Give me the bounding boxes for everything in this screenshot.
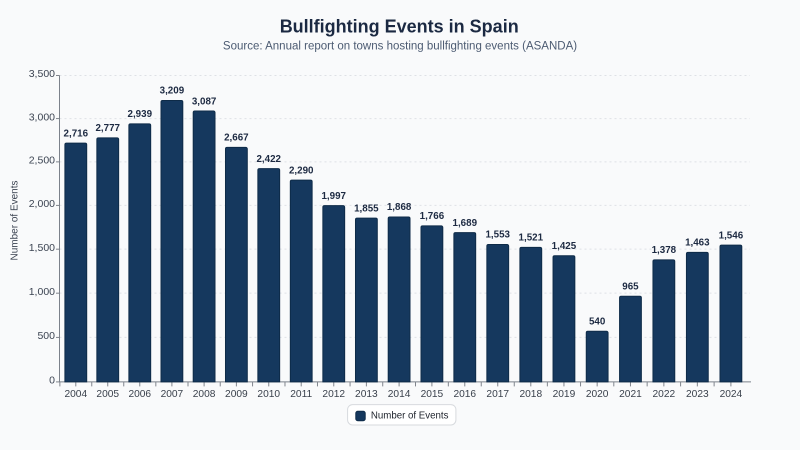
svg-text:2010: 2010 [257,389,280,400]
svg-text:2021: 2021 [619,389,642,400]
svg-text:2006: 2006 [128,389,151,400]
svg-text:2015: 2015 [421,389,444,400]
svg-text:1,997: 1,997 [321,191,346,202]
svg-text:2014: 2014 [388,389,411,400]
svg-text:Number of Events: Number of Events [371,410,449,421]
svg-text:2013: 2013 [355,389,378,400]
svg-text:2,777: 2,777 [95,123,120,134]
svg-text:2008: 2008 [193,389,216,400]
svg-text:1,463: 1,463 [685,238,710,249]
svg-text:1,500: 1,500 [29,242,55,254]
svg-text:1,378: 1,378 [652,245,677,256]
svg-text:2016: 2016 [453,389,476,400]
svg-text:1,868: 1,868 [387,202,412,213]
svg-text:2,939: 2,939 [128,109,153,120]
svg-text:1,546: 1,546 [719,230,744,241]
svg-text:3,500: 3,500 [29,68,55,80]
svg-text:Number of Events: Number of Events [9,180,20,260]
svg-text:1,855: 1,855 [354,203,379,214]
svg-text:2024: 2024 [720,389,743,400]
svg-text:2005: 2005 [96,389,119,400]
svg-text:2017: 2017 [486,389,509,400]
svg-text:3,209: 3,209 [160,86,185,97]
svg-text:500: 500 [37,330,55,342]
svg-text:0: 0 [49,375,55,387]
svg-text:2018: 2018 [519,389,542,400]
svg-text:2,716: 2,716 [64,128,89,139]
svg-text:1,689: 1,689 [453,218,478,229]
svg-text:2009: 2009 [225,389,248,400]
svg-text:2012: 2012 [322,389,345,400]
svg-text:2,290: 2,290 [289,165,314,176]
svg-text:3,000: 3,000 [29,111,55,123]
svg-text:2019: 2019 [553,389,576,400]
svg-text:1,766: 1,766 [420,211,445,222]
svg-text:2,422: 2,422 [256,154,281,165]
svg-text:1,553: 1,553 [485,230,510,241]
svg-text:Source: Annual report on towns: Source: Annual report on towns hosting b… [223,41,577,53]
svg-text:2,000: 2,000 [29,198,55,210]
svg-text:1,000: 1,000 [29,286,55,298]
svg-text:Bullfighting Events in Spain: Bullfighting Events in Spain [280,16,519,36]
svg-text:2023: 2023 [686,389,709,400]
svg-text:2007: 2007 [161,389,184,400]
svg-text:2022: 2022 [653,389,676,400]
svg-text:3,087: 3,087 [192,96,217,107]
svg-text:2,667: 2,667 [224,133,249,144]
svg-text:2020: 2020 [586,389,609,400]
svg-text:965: 965 [622,281,639,292]
svg-text:1,521: 1,521 [519,233,544,244]
svg-text:2011: 2011 [290,389,312,400]
svg-text:2004: 2004 [64,389,87,400]
svg-text:540: 540 [589,316,606,327]
svg-text:1,425: 1,425 [552,241,577,252]
svg-text:2,500: 2,500 [29,155,55,167]
